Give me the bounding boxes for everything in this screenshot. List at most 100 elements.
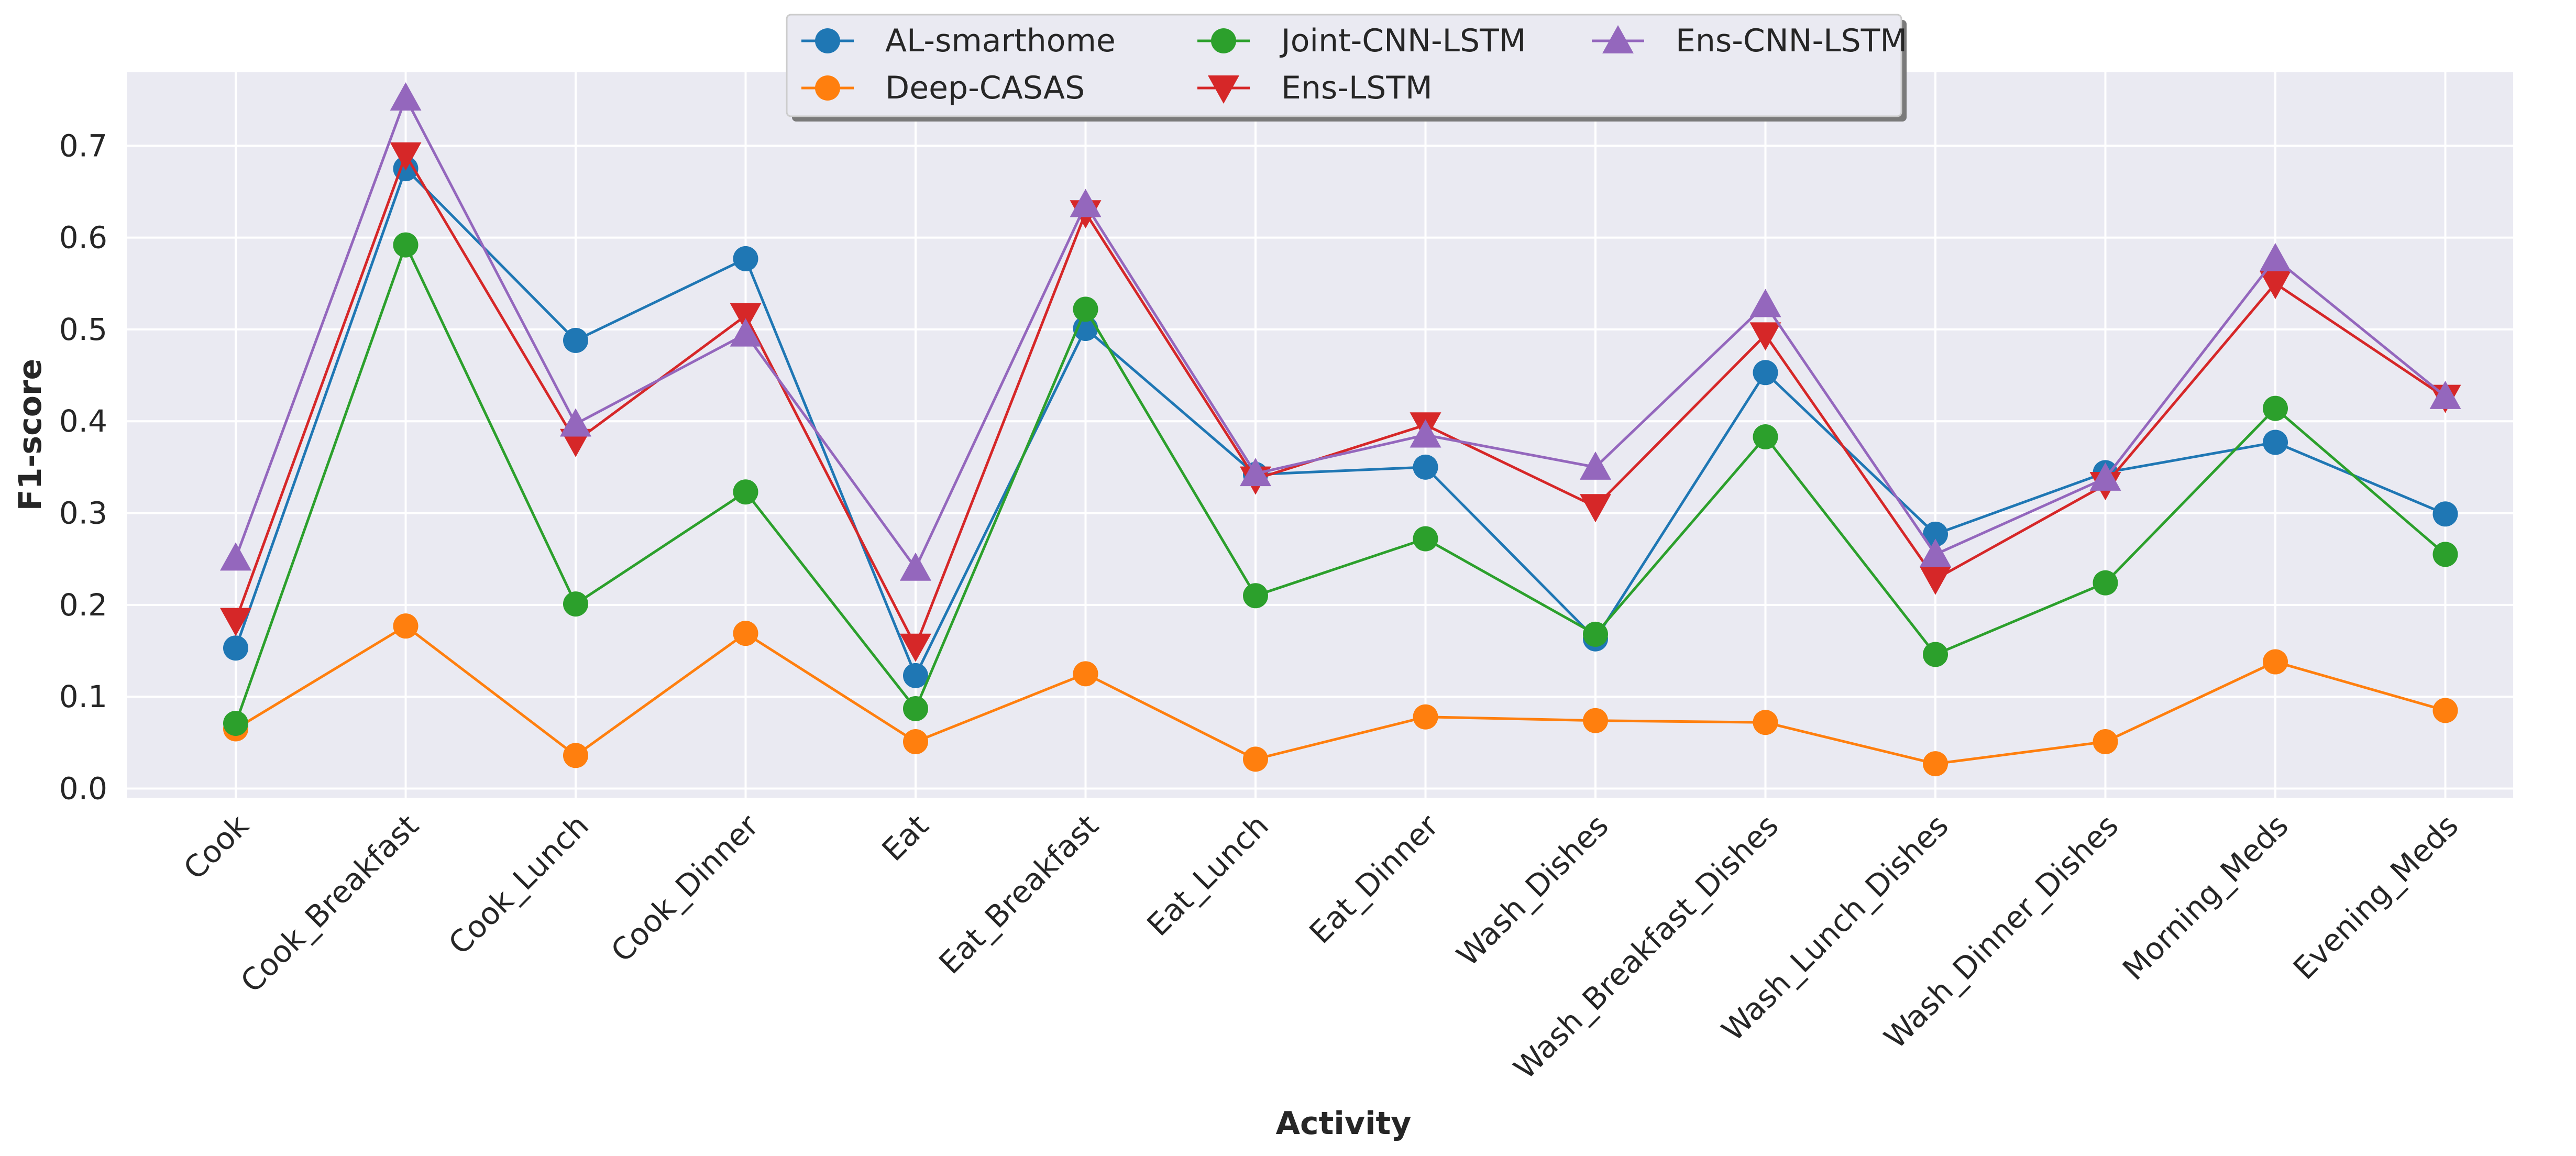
data-point — [223, 635, 248, 661]
data-point — [730, 303, 762, 332]
data-point — [1583, 621, 1608, 647]
x-tick-label: Wash_Dishes — [1450, 808, 1615, 973]
y-tick-label: 0.4 — [59, 403, 107, 439]
data-point — [220, 608, 251, 636]
data-point — [1753, 710, 1778, 735]
y-tick-label: 0.2 — [59, 587, 107, 623]
data-point — [1753, 424, 1778, 450]
data-point — [903, 696, 928, 721]
data-point — [733, 246, 758, 271]
data-point — [900, 633, 931, 662]
data-point — [220, 542, 251, 571]
x-axis-title: Activity — [1276, 1105, 1412, 1142]
y-tick-labels: 0.0 0.1 0.2 0.3 0.4 0.5 0.6 0.7 — [59, 128, 107, 806]
data-point — [1920, 566, 1951, 595]
x-tick-label: Cook — [177, 808, 256, 887]
data-point — [733, 621, 758, 646]
legend-item: Ens-CNN-LSTM — [1592, 23, 1907, 59]
data-point — [1240, 458, 1271, 487]
data-point — [1923, 751, 1948, 777]
x-tick-label: Cook_Dinner — [604, 808, 765, 969]
legend-marker — [815, 75, 840, 101]
data-point — [1920, 538, 1951, 567]
data-point — [2093, 729, 2118, 755]
y-tick-label: 0.1 — [59, 679, 107, 714]
legend-label: AL-smarthome — [885, 23, 1116, 59]
data-point — [2432, 542, 2458, 567]
data-point — [393, 613, 419, 639]
data-point — [1749, 289, 1781, 317]
legend-item: Ens-LSTM — [1197, 70, 1433, 106]
data-point — [1753, 360, 1778, 386]
x-tick-label: Cook_Breakfast — [234, 808, 425, 999]
data-point — [2260, 243, 2291, 271]
data-point — [2089, 462, 2121, 491]
data-point — [1070, 189, 1102, 217]
legend-marker — [1602, 25, 1634, 53]
series-line — [234, 96, 2447, 570]
data-point — [1580, 451, 1611, 480]
data-point — [1749, 322, 1781, 351]
data-point — [1073, 296, 1098, 322]
legend-item: AL-smarthome — [801, 23, 1116, 59]
data-point — [903, 729, 928, 755]
data-point — [2263, 649, 2288, 675]
legend-label: Joint-CNN-LSTM — [1279, 23, 1526, 59]
series-group — [220, 82, 2461, 777]
data-point — [2263, 430, 2288, 455]
data-point — [560, 408, 591, 437]
series-line — [234, 153, 2446, 648]
y-tick-label: 0.7 — [59, 128, 107, 163]
data-point — [2429, 380, 2461, 409]
data-point — [733, 479, 758, 505]
data-point — [903, 663, 928, 688]
data-point — [1410, 419, 1441, 448]
data-point — [1413, 704, 1438, 730]
data-point — [563, 591, 588, 617]
series-joint-cnn-lstm — [223, 232, 2458, 736]
data-point — [2432, 698, 2458, 723]
data-point — [1580, 494, 1611, 523]
legend-label: Ens-CNN-LSTM — [1676, 23, 1907, 59]
x-tick-label: Evening_Meds — [2286, 808, 2465, 986]
data-point — [563, 327, 588, 353]
data-point — [1923, 642, 1948, 667]
x-tick-label: Cook_Lunch — [442, 808, 596, 962]
legend-marker — [815, 28, 840, 53]
data-point — [730, 318, 762, 347]
y-axis-title: F1-score — [12, 359, 49, 511]
data-point — [2263, 395, 2288, 421]
data-point — [1413, 454, 1438, 480]
data-point — [563, 743, 588, 768]
legend-marker — [1208, 75, 1239, 104]
x-tick-label: Morning_Meds — [2116, 808, 2295, 987]
series-line — [234, 167, 2446, 677]
series-line — [235, 624, 2446, 765]
x-tick-label: Eat_Breakfast — [932, 808, 1105, 981]
y-tick-label: 0.3 — [59, 496, 107, 531]
plot-background — [127, 72, 2513, 798]
data-point — [1583, 708, 1608, 733]
data-point — [393, 232, 419, 258]
series-line — [234, 244, 2447, 724]
legend-item: Deep-CASAS — [801, 70, 1085, 106]
legend-label: Ens-LSTM — [1281, 70, 1433, 106]
x-tick-label: Eat_Lunch — [1140, 808, 1275, 943]
legend-label: Deep-CASAS — [885, 70, 1085, 106]
y-tick-label: 0.6 — [59, 220, 107, 256]
data-point — [1243, 583, 1268, 609]
series-deep-casas — [223, 613, 2458, 777]
data-point — [223, 710, 248, 736]
data-point — [1073, 661, 1098, 687]
legend-item: Joint-CNN-LSTM — [1197, 23, 1526, 59]
data-point — [1413, 526, 1438, 552]
data-point — [2093, 570, 2118, 596]
data-point — [1243, 746, 1268, 772]
x-tick-label: Eat_Dinner — [1303, 808, 1446, 951]
x-tick-label: Eat — [875, 808, 935, 868]
data-point — [2432, 501, 2458, 527]
data-point — [390, 142, 422, 171]
legend: AL-smarthome Deep-CASAS Joint-CNN-LSTM Ens-… — [786, 14, 1907, 122]
